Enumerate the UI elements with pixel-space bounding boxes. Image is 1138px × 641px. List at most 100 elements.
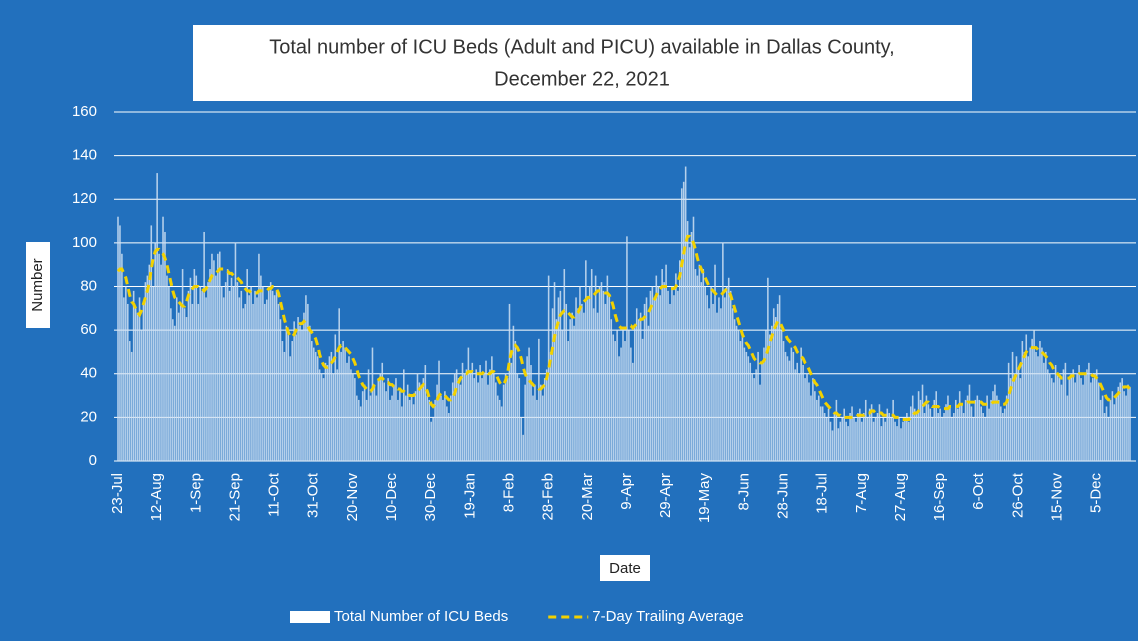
bar: [919, 399, 922, 461]
bar: [557, 297, 560, 461]
bar: [158, 253, 160, 461]
bar: [428, 399, 431, 461]
y-tick-label: 140: [72, 147, 97, 164]
bar: [688, 247, 691, 461]
bar: [342, 341, 344, 461]
bar: [389, 399, 391, 461]
bar: [806, 373, 808, 461]
bar: [927, 404, 930, 461]
bar: [986, 395, 988, 461]
bar: [483, 373, 485, 461]
bar: [953, 413, 955, 461]
bar: [645, 297, 648, 461]
bar: [890, 417, 892, 461]
bar: [714, 264, 716, 461]
bar: [884, 421, 887, 461]
bar: [951, 417, 953, 461]
bar: [759, 384, 761, 461]
x-tick-label: 12-Aug: [148, 473, 165, 521]
bar: [459, 384, 462, 461]
bar: [712, 303, 714, 461]
bar: [328, 356, 331, 461]
bar: [994, 384, 996, 461]
bar: [493, 373, 495, 461]
bar: [600, 282, 603, 461]
bar: [567, 341, 569, 461]
bar: [632, 362, 634, 461]
bar: [127, 303, 129, 461]
bar: [741, 334, 744, 461]
bar: [561, 330, 564, 461]
bar: [436, 384, 438, 461]
bar: [224, 282, 227, 461]
bar: [1068, 378, 1071, 461]
bar: [201, 290, 203, 461]
bar: [590, 269, 593, 461]
bar: [1119, 382, 1121, 461]
bar: [324, 362, 327, 461]
bar: [303, 312, 305, 461]
bar: [205, 297, 207, 461]
bar: [1001, 413, 1004, 461]
bar: [526, 356, 528, 461]
y-label-box: [26, 242, 50, 328]
bar: [821, 406, 824, 461]
bar: [377, 378, 380, 461]
bar: [888, 413, 891, 461]
bar: [931, 417, 934, 461]
bar: [363, 384, 366, 461]
bar: [851, 406, 853, 461]
y-tick-label: 120: [72, 190, 97, 207]
bar: [649, 290, 652, 461]
bar: [956, 408, 959, 461]
bar: [183, 308, 186, 461]
bar: [945, 404, 947, 461]
bar: [955, 399, 957, 461]
bar: [481, 378, 483, 461]
bar: [835, 399, 838, 461]
bar: [514, 341, 517, 461]
bar: [635, 308, 638, 461]
bar: [684, 166, 687, 461]
bar: [913, 408, 916, 461]
x-tick-label: 18-Jul: [814, 473, 831, 514]
bar: [320, 373, 323, 461]
bar: [984, 417, 986, 461]
bar: [774, 317, 777, 461]
bar: [718, 297, 720, 461]
bar: [136, 312, 139, 461]
bar: [498, 399, 501, 461]
bar: [238, 297, 241, 461]
bar: [1013, 373, 1016, 461]
bar: [357, 399, 360, 461]
bar: [226, 269, 229, 461]
bar: [769, 334, 771, 461]
bar: [193, 269, 196, 461]
bar: [894, 421, 896, 461]
bar: [900, 428, 902, 461]
bar: [1129, 386, 1131, 461]
bar: [543, 378, 546, 461]
bar: [960, 404, 963, 461]
bar: [1007, 362, 1010, 461]
y-tick-label: 40: [80, 365, 97, 382]
bar: [404, 395, 407, 461]
bar: [434, 399, 436, 461]
bar: [882, 417, 885, 461]
bar: [827, 408, 830, 461]
bar: [958, 391, 961, 461]
bar: [1056, 373, 1059, 461]
bar: [618, 356, 620, 461]
bar: [798, 373, 800, 461]
bar: [412, 404, 415, 461]
bar: [453, 373, 456, 461]
bar: [1113, 404, 1116, 461]
bar: [395, 378, 397, 461]
bar: [633, 325, 636, 461]
bar: [1084, 373, 1086, 461]
bar: [962, 413, 965, 461]
bar: [992, 391, 994, 461]
bar: [616, 330, 618, 461]
bar: [269, 282, 272, 461]
